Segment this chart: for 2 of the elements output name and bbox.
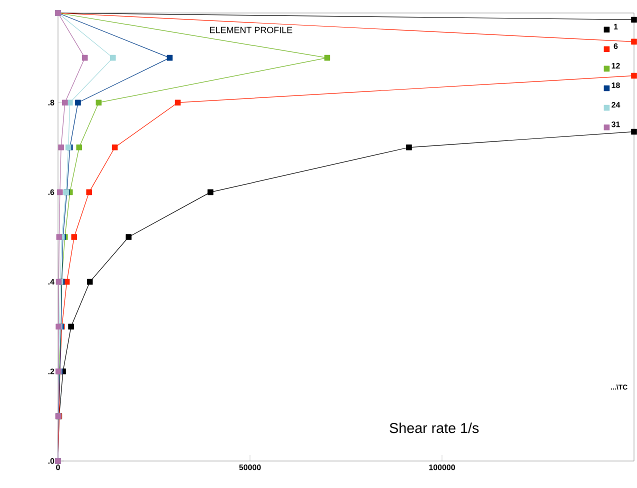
x-axis-title: Shear rate 1/s (390, 422, 479, 434)
text: ELEMENT PROFILE (210, 26, 292, 34)
